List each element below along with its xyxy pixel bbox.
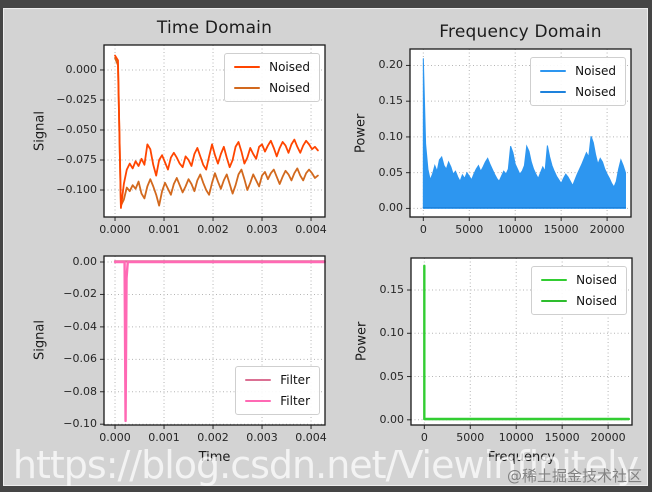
legend-line-swatch: [234, 86, 261, 90]
x-tick-label: 0.003: [246, 223, 278, 236]
frequency-x-axis-label: Frequency: [487, 450, 556, 465]
x-tick-label: 5000: [455, 223, 484, 236]
legend-item: Noised: [234, 81, 310, 95]
juejin-community-watermark: @稀土掘金技术社区: [506, 467, 642, 485]
legend-line-swatch: [540, 90, 567, 94]
x-tick-label: 0.001: [148, 431, 180, 444]
legend: Noised Noised: [224, 53, 320, 102]
x-tick-label: 0: [419, 223, 427, 236]
legend-line-swatch: [541, 299, 568, 303]
legend-item: Noised: [541, 273, 617, 287]
legend-item: Filter: [245, 394, 310, 408]
y-tick-label: 0.000: [65, 62, 98, 76]
y-tick-label: −0.100: [56, 182, 97, 196]
x-tick-label: 15000: [543, 223, 579, 236]
x-tick-label: 0.004: [295, 223, 327, 236]
legend-label: Noised: [269, 81, 310, 95]
time-domain-title: Time Domain: [156, 18, 273, 38]
y-tick-label: 0.05: [378, 165, 404, 179]
time-x-axis-label: Time: [198, 450, 231, 465]
legend-label: Filter: [280, 394, 310, 408]
x-tick-label: 5000: [456, 431, 485, 444]
legend-label: Noised: [269, 60, 310, 74]
y-tick-label: −0.075: [56, 152, 97, 166]
power-y-axis-label-bottom: Power: [354, 321, 370, 362]
legend-line-swatch: [234, 65, 261, 69]
x-tick-label: 0: [420, 431, 428, 444]
x-tick-label: 0.003: [246, 431, 278, 444]
y-tick-label: −0.06: [63, 352, 97, 366]
legend-line-swatch: [245, 378, 272, 382]
frequency-domain-filter-plot: 0 5000 10000 15000 20000 0.00 0.05 0.10 0.15 Nois…: [380, 257, 633, 444]
y-tick-label: 0.15: [378, 94, 404, 108]
frequency-domain-title: Frequency Domain: [439, 22, 602, 42]
legend-item: Noised: [541, 294, 617, 308]
legend-label: Noised: [575, 85, 616, 99]
y-tick-label: 0.00: [72, 255, 98, 269]
legend-item: Noised: [234, 60, 310, 74]
power-y-axis-label-top: Power: [353, 113, 369, 153]
legend: Noised Noised: [531, 266, 627, 315]
y-tick-label: −0.04: [63, 319, 97, 333]
y-tick-label: 0.10: [378, 129, 404, 143]
y-tick-label: 0.05: [379, 369, 405, 383]
y-tick-label: −0.025: [56, 92, 97, 106]
frequency-domain-noised-plot: 0 5000 10000 15000 20000 0.00 0.05 0.10 0.15 0.20…: [379, 48, 632, 236]
y-tick-label: 0.10: [379, 326, 405, 340]
signal-y-axis-label-top: Signal: [32, 111, 48, 151]
legend-line-swatch: [541, 278, 568, 282]
x-tick-label: 0.000: [99, 223, 131, 236]
time-domain-filter-plot: 0.000 0.001 0.002 0.003 0.004 0.00 −0.02 −0.04 −…: [63, 255, 327, 444]
legend: Filter Filter: [235, 366, 320, 415]
x-tick-label: 20000: [590, 431, 626, 444]
x-tick-label: 0.000: [99, 431, 131, 444]
y-tick-label: 0.00: [379, 412, 405, 426]
legend: Noised Noised: [530, 57, 626, 106]
x-tick-label: 0.004: [295, 431, 327, 444]
legend-item: Noised: [540, 85, 616, 99]
x-tick-label: 0.002: [197, 223, 229, 236]
y-tick-label: 0.20: [378, 58, 404, 72]
legend-line-swatch: [540, 69, 567, 73]
y-tick-label: −0.050: [56, 122, 97, 136]
signal-y-axis-label-bottom: Signal: [32, 320, 48, 361]
y-tick-label: −0.02: [63, 287, 97, 301]
time-domain-noised-plot: 0.000 0.001 0.002 0.003 0.004 0.000 −0.025 −0.0…: [56, 44, 327, 236]
legend-label: Noised: [576, 273, 617, 287]
x-tick-label: 0.001: [148, 223, 180, 236]
legend-line-swatch: [245, 399, 272, 403]
y-tick-label: −0.10: [63, 417, 97, 431]
legend-item: Noised: [540, 64, 616, 78]
x-tick-label: 15000: [544, 431, 580, 444]
x-tick-label: 0.002: [197, 431, 229, 444]
x-tick-label: 10000: [497, 223, 533, 236]
legend-label: Noised: [575, 64, 616, 78]
matplotlib-figure: Time Domain Frequency Domain Signal Powe…: [3, 8, 648, 486]
y-tick-label: 0.00: [378, 201, 404, 215]
x-tick-label: 10000: [498, 431, 534, 444]
legend-item: Filter: [245, 373, 310, 387]
y-tick-label: 0.15: [379, 283, 405, 296]
legend-label: Filter: [280, 373, 310, 387]
x-tick-label: 20000: [589, 223, 625, 236]
legend-label: Noised: [576, 294, 617, 308]
y-tick-label: −0.08: [63, 384, 97, 398]
